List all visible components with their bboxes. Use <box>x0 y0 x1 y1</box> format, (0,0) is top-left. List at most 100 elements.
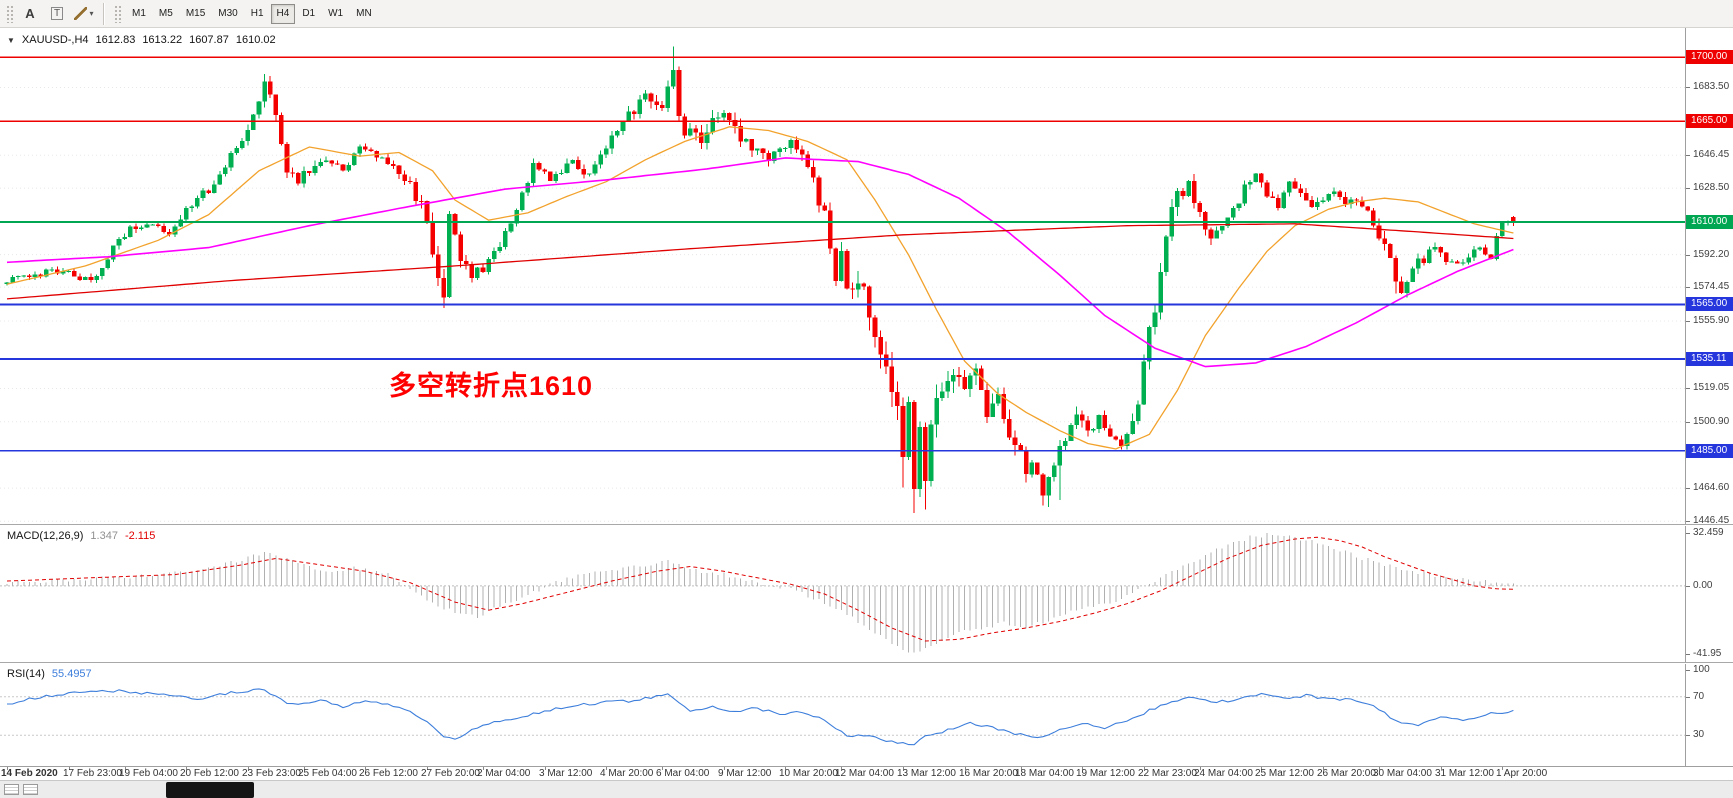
macd-axis: 32.459 0.00 -41.95 <box>1685 526 1733 662</box>
ohlc-high: 1613.22 <box>142 34 183 46</box>
chart-annotation-text[interactable]: 多空转折点1610 <box>389 371 594 401</box>
time-label: 6 Mar 04:00 <box>656 768 710 779</box>
time-tick <box>1261 767 1262 770</box>
ma-fast-line <box>6 126 1514 450</box>
timeframe-button-mn[interactable]: MN <box>350 4 378 24</box>
collapse-arrow-icon[interactable]: ▼ <box>7 35 15 45</box>
price-tick: 1683.50 <box>1686 81 1733 93</box>
time-tick <box>186 767 187 770</box>
time-label: 16 Mar 20:00 <box>959 768 1018 779</box>
price-axis[interactable]: 1683.50 1646.45 1628.50 1592.20 1574.45 1555.… <box>1685 28 1733 527</box>
timeframe-button-d1[interactable]: D1 <box>296 4 321 24</box>
time-label: 3 Mar 12:00 <box>539 768 593 779</box>
rsi-axis: 100 70 30 <box>1685 664 1733 766</box>
text-tool-icon: A <box>25 5 35 21</box>
time-label: 27 Feb 20:00 <box>421 768 480 779</box>
time-label: 26 Feb 12:00 <box>359 768 418 779</box>
candlestick-chart[interactable] <box>0 28 1685 524</box>
price-tick: 1646.45 <box>1686 149 1733 161</box>
time-label: 4 Mar 20:00 <box>600 768 654 779</box>
timeframe-button-h4[interactable]: H4 <box>270 3 296 24</box>
price-line-label: 1665.00 <box>1686 114 1733 129</box>
toolbar-grip[interactable] <box>6 4 13 23</box>
window-icon[interactable] <box>4 784 19 795</box>
active-chart-tab[interactable] <box>166 782 254 798</box>
time-label: 10 Mar 20:00 <box>779 768 838 779</box>
price-tick: 1519.05 <box>1686 382 1733 394</box>
label-tool-icon: T <box>50 7 64 20</box>
grid-lines <box>0 87 1685 522</box>
price-tick: 1446.45 <box>1686 515 1733 527</box>
time-tick <box>1082 767 1083 770</box>
label-tool-button[interactable]: T <box>45 3 69 25</box>
time-label: 19 Feb 04:00 <box>119 768 178 779</box>
bottom-bar <box>0 780 1733 798</box>
price-tick: 1592.20 <box>1686 249 1733 261</box>
rsi-plot[interactable] <box>0 664 1685 766</box>
time-label: 14 Feb 2020 <box>1 768 58 779</box>
toolbar-separator <box>103 2 105 25</box>
timeframe-button-m30[interactable]: M30 <box>212 4 243 24</box>
ohlc-close: 1610.02 <box>235 34 276 46</box>
price-line-label: 1610.00 <box>1686 215 1733 229</box>
time-label: 22 Mar 23:00 <box>1138 768 1197 779</box>
time-label: 19 Mar 12:00 <box>1076 768 1135 779</box>
time-tick <box>1144 767 1145 770</box>
macd-signal-value: -2.115 <box>124 530 156 542</box>
text-tool-button[interactable]: A <box>18 3 42 25</box>
price-tick: 1574.45 <box>1686 281 1733 293</box>
timeframe-button-m15[interactable]: M15 <box>180 4 211 24</box>
timeframe-toolbar: M1 M5 M15 M30 H1 H4 D1 W1 MN <box>126 3 378 24</box>
pencil-icon <box>74 7 88 20</box>
time-tick <box>365 767 366 770</box>
time-label: 24 Mar 04:00 <box>1194 768 1253 779</box>
timeframe-button-h1[interactable]: H1 <box>245 4 270 24</box>
macd-tick: 32.459 <box>1686 527 1733 539</box>
price-tick: 1464.60 <box>1686 482 1733 494</box>
time-tick <box>841 767 842 770</box>
macd-plot[interactable] <box>0 526 1685 662</box>
rsi-value: 55.4957 <box>51 668 92 680</box>
timeframe-button-w1[interactable]: W1 <box>322 4 349 24</box>
line-studies-dropdown[interactable]: ▾ <box>72 3 96 25</box>
time-tick <box>248 767 249 770</box>
time-tick <box>125 767 126 770</box>
time-tick <box>903 767 904 770</box>
time-tick <box>483 767 484 770</box>
candles-layer <box>4 46 1516 513</box>
time-tick <box>785 767 786 770</box>
panel-separator[interactable] <box>0 662 1733 664</box>
time-label: 26 Mar 20:00 <box>1317 768 1376 779</box>
main-chart-panel: 1683.50 1646.45 1628.50 1592.20 1574.45 1555.… <box>0 28 1733 527</box>
time-axis[interactable]: 14 Feb 2020 17 Feb 23:00 19 Feb 04:00 20 Fe… <box>0 766 1733 780</box>
time-label: 20 Feb 12:00 <box>180 768 239 779</box>
time-tick <box>427 767 428 770</box>
time-tick <box>7 767 8 770</box>
time-label: 13 Mar 12:00 <box>897 768 956 779</box>
time-label: 2 Mar 04:00 <box>477 768 531 779</box>
toolbar-grip[interactable] <box>114 4 121 23</box>
time-label: 17 Feb 23:00 <box>63 768 122 779</box>
time-label: 9 Mar 12:00 <box>718 768 772 779</box>
time-label: 31 Mar 12:00 <box>1435 768 1494 779</box>
time-tick <box>1323 767 1324 770</box>
time-label: 12 Mar 04:00 <box>835 768 894 779</box>
time-label: 25 Feb 04:00 <box>298 768 357 779</box>
price-tick: 1500.90 <box>1686 416 1733 428</box>
time-tick <box>69 767 70 770</box>
toolbar: A T ▾ M1 M5 M15 M30 H1 H4 D1 W1 MN <box>0 0 1733 28</box>
symbol-period-label: XAUUSD-,H4 <box>21 34 89 46</box>
price-line-label: 1535.11 <box>1686 352 1733 367</box>
panel-separator[interactable] <box>0 524 1733 526</box>
time-tick <box>724 767 725 770</box>
rsi-tick: 100 <box>1686 664 1733 676</box>
rsi-label: RSI(14) <box>7 668 45 680</box>
time-tick <box>304 767 305 770</box>
time-tick <box>1379 767 1380 770</box>
timeframe-button-m5[interactable]: M5 <box>153 4 179 24</box>
window-icon[interactable] <box>23 784 38 795</box>
price-line-label: 1485.00 <box>1686 443 1733 458</box>
price-tick: 1628.50 <box>1686 182 1733 194</box>
timeframe-button-m1[interactable]: M1 <box>126 4 152 24</box>
macd-main-value: 1.347 <box>90 530 118 542</box>
